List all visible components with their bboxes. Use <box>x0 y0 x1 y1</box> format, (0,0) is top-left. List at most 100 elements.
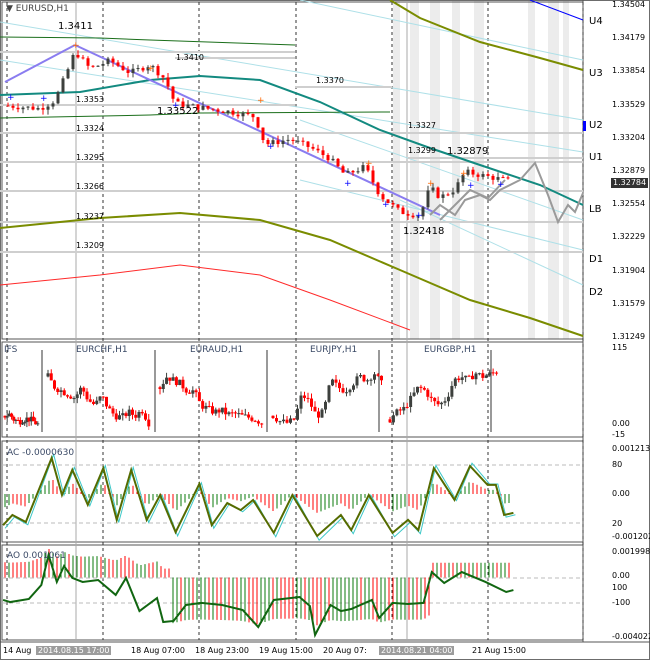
candle-body <box>296 140 300 142</box>
ifs-candle-body <box>214 409 218 414</box>
ifs-candle-body <box>56 388 60 392</box>
candle-body <box>21 107 25 110</box>
candle-body <box>86 58 90 66</box>
candle-body <box>316 148 320 151</box>
ifs-candle-body <box>220 407 224 413</box>
price-axis-label: 1.31904 <box>612 265 646 275</box>
candle-body <box>156 66 160 76</box>
dropdown-triangle-icon[interactable]: ▼ <box>6 4 13 14</box>
price-axis-label: 1.34504 <box>612 0 646 9</box>
ifs-candle-body <box>345 392 348 394</box>
fractal-up-icon: + <box>257 96 265 106</box>
candle-body <box>301 140 305 142</box>
ifs-candle-body <box>320 409 324 418</box>
session-band <box>528 1 535 339</box>
ifs-candle-body <box>131 409 134 415</box>
ifs-candle-body <box>376 374 380 376</box>
price-label: 1.3327 <box>408 121 436 130</box>
ifs-candle-body <box>168 377 172 381</box>
ifs-candle-body <box>491 372 495 374</box>
ifs-candle-body <box>474 373 478 380</box>
fractal-up-icon: + <box>365 159 373 169</box>
candle-body <box>216 109 220 112</box>
candle-body <box>331 158 335 161</box>
candle-body <box>36 108 40 110</box>
ifs-candle-body <box>359 374 362 377</box>
symbol-title: EURUSD,H1 <box>15 4 69 14</box>
candle-body <box>146 67 150 71</box>
level-d2: D2 <box>589 287 604 298</box>
channel-line <box>299 119 584 221</box>
ao-axis: -0.004022 <box>612 632 650 641</box>
ifs-candle-body <box>388 419 392 423</box>
candle-body <box>416 216 420 218</box>
pair-label-eurchf: EURCHF,H1 <box>76 345 128 355</box>
candle-body <box>96 65 100 67</box>
ifs-candle-body <box>440 402 444 405</box>
candle-body <box>201 105 205 110</box>
time-crosshair-label: 2014.08.21 04:00 <box>379 646 455 655</box>
ifs-candle-body <box>66 395 69 397</box>
ifs-candle-body <box>495 372 499 374</box>
candle-body <box>266 140 270 145</box>
ao-axis: 100 <box>612 583 628 592</box>
pair-label-eurjpy: EURJPY,H1 <box>310 345 358 355</box>
ifs-candle-body <box>197 392 201 402</box>
candle-body <box>431 187 435 191</box>
ifs-candle-body <box>419 386 423 388</box>
current-price-badge: 1.32784 <box>611 178 649 188</box>
ifs-candle-body <box>327 385 331 402</box>
ifs-candle-body <box>331 379 334 386</box>
candle-body <box>491 175 495 180</box>
ao-axis: 0.001998 <box>612 547 650 556</box>
candle-body <box>256 117 260 128</box>
ifs-candle-body <box>348 389 352 393</box>
fractal-up-icon: + <box>72 41 80 51</box>
ifs-candle-body <box>134 414 138 418</box>
symbol-menu[interactable]: ▼ EURUSD,H1 <box>6 4 69 14</box>
candle-body <box>276 140 280 144</box>
ifs-candle-body <box>88 399 92 402</box>
ifs-candle-body <box>317 411 320 418</box>
ifs-candle-body <box>121 413 125 416</box>
ifs-candle-body <box>250 417 254 421</box>
candle-body <box>171 86 175 99</box>
candle-body <box>311 146 315 149</box>
candle-body <box>6 105 10 107</box>
ifs-candle-body <box>450 385 454 397</box>
fractal-down-icon: + <box>415 211 423 221</box>
candle-body <box>121 65 125 71</box>
candle-body <box>321 150 325 156</box>
ifs-candle-body <box>484 375 488 378</box>
candle-body <box>366 165 370 171</box>
price-label: 1.3411 <box>58 21 93 32</box>
trend-line <box>74 44 441 216</box>
fractal-up-icon: + <box>147 64 155 74</box>
price-label: 1.32418 <box>403 226 445 237</box>
candle-body <box>471 169 475 175</box>
candle-body <box>211 108 215 110</box>
candle-body <box>286 139 290 141</box>
ifs-candle-body <box>184 388 188 393</box>
time-label: 14 Aug <box>3 646 32 655</box>
candle-body <box>196 104 200 110</box>
ifs-candle-body <box>72 398 76 400</box>
ifs-candle-body <box>426 389 430 397</box>
price-axis-label: 1.32879 <box>612 166 646 175</box>
ac-axis: 0.001213 <box>612 444 650 453</box>
candle-body <box>346 170 350 173</box>
ifs-candle-body <box>191 390 195 394</box>
ifs-candle-body <box>446 396 450 402</box>
ifs-candle-body <box>124 413 128 417</box>
candle-body <box>81 57 85 59</box>
ifs-candle-body <box>82 387 86 392</box>
panel-frame <box>1 341 584 438</box>
candle-body <box>271 140 275 145</box>
ifs-candle-body <box>111 408 115 414</box>
candle-body <box>476 174 480 177</box>
ifs-candle-body <box>201 401 205 409</box>
fractal-down-icon: + <box>172 101 180 111</box>
session-band <box>452 1 460 339</box>
candle-body <box>226 110 230 113</box>
